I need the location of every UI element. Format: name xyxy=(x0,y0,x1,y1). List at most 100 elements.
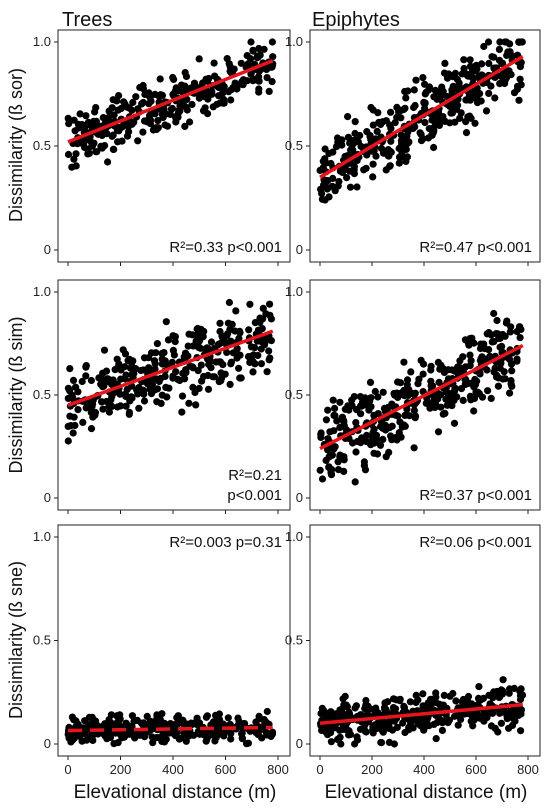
data-point xyxy=(484,38,493,46)
data-point xyxy=(461,363,470,371)
data-point xyxy=(87,376,95,385)
data-point xyxy=(317,429,325,437)
data-point xyxy=(517,727,525,735)
stat-annotation: p<0.001 xyxy=(227,487,282,504)
data-point xyxy=(466,334,474,343)
data-point xyxy=(108,402,116,410)
x-axis-label-epiphytes: Elevational distance (m) xyxy=(325,782,528,803)
data-point xyxy=(499,676,507,684)
data-point xyxy=(370,411,378,419)
regression-line xyxy=(67,59,274,144)
data-point xyxy=(470,407,478,415)
data-point xyxy=(235,334,243,342)
data-point xyxy=(150,357,159,365)
data-point xyxy=(74,720,82,729)
data-point xyxy=(174,712,182,720)
data-point xyxy=(415,375,423,383)
data-point xyxy=(353,183,361,191)
data-point xyxy=(352,702,360,710)
data-point xyxy=(490,309,498,318)
data-point xyxy=(371,387,379,396)
data-point xyxy=(131,734,139,742)
data-point xyxy=(82,112,90,120)
data-point xyxy=(202,713,210,721)
data-point xyxy=(501,375,509,383)
data-point xyxy=(451,393,459,401)
data-point xyxy=(483,366,491,374)
data-point xyxy=(235,351,243,359)
data-point xyxy=(462,118,470,126)
data-point xyxy=(227,360,235,368)
data-point xyxy=(118,137,126,145)
data-point xyxy=(128,106,136,114)
data-point xyxy=(256,314,264,322)
data-point xyxy=(187,731,195,739)
data-point xyxy=(207,338,216,346)
data-point xyxy=(82,372,90,380)
data-point xyxy=(487,82,495,90)
data-point xyxy=(255,73,263,81)
data-point xyxy=(219,728,227,737)
data-point xyxy=(132,93,140,101)
data-point xyxy=(262,729,270,737)
data-point xyxy=(192,401,200,409)
data-point xyxy=(487,722,496,730)
data-point xyxy=(517,81,525,89)
data-point xyxy=(249,368,257,376)
data-point xyxy=(356,393,364,401)
data-point xyxy=(384,698,392,706)
scatter-points xyxy=(317,676,527,748)
data-point xyxy=(330,427,338,435)
data-point xyxy=(226,67,234,75)
data-point xyxy=(64,150,73,159)
data-point xyxy=(369,121,377,129)
y-axis-label-sim: Dissimilarity (ß sim) xyxy=(6,317,26,474)
data-point xyxy=(140,397,149,405)
data-point xyxy=(239,76,248,84)
data-point xyxy=(475,72,483,80)
data-point xyxy=(369,160,377,168)
data-point xyxy=(369,729,377,737)
data-point xyxy=(92,148,100,156)
data-point xyxy=(506,389,514,397)
data-point xyxy=(74,388,82,396)
data-point xyxy=(321,155,329,163)
data-point xyxy=(407,368,415,376)
data-point xyxy=(421,118,429,127)
data-point xyxy=(399,719,407,727)
x-tick-label: 600 xyxy=(215,762,237,777)
data-point xyxy=(66,412,74,420)
data-point xyxy=(318,475,327,483)
data-point xyxy=(317,185,325,193)
data-point xyxy=(336,398,344,406)
data-point xyxy=(358,434,366,442)
data-point xyxy=(263,707,271,716)
data-point xyxy=(247,38,255,46)
data-point xyxy=(324,446,332,454)
data-point xyxy=(370,147,378,155)
data-point xyxy=(138,100,146,108)
data-point xyxy=(456,114,464,122)
data-point xyxy=(504,48,512,56)
stat-annotation: R²=0.003 p=0.31 xyxy=(169,534,282,551)
data-point xyxy=(411,123,419,131)
data-point xyxy=(469,722,477,730)
data-point xyxy=(501,79,509,88)
data-point xyxy=(156,75,164,83)
data-point xyxy=(153,712,161,720)
data-point xyxy=(421,99,429,107)
data-point xyxy=(227,96,235,104)
stat-annotation: R²=0.37 p<0.001 xyxy=(419,487,532,504)
data-point xyxy=(200,372,208,381)
data-point xyxy=(493,316,501,325)
data-point xyxy=(268,78,276,86)
y-tick-label: 0 xyxy=(296,490,303,505)
data-point xyxy=(263,74,271,82)
panel-epiphytes-sim: 0 0.5 1.0 R²=0.37 p<0.001 xyxy=(285,279,541,514)
x-tick-label: 800 xyxy=(267,762,289,777)
data-point xyxy=(329,396,337,404)
data-point xyxy=(428,131,436,139)
data-point xyxy=(333,134,342,142)
data-point xyxy=(125,355,134,363)
data-point xyxy=(422,720,430,729)
